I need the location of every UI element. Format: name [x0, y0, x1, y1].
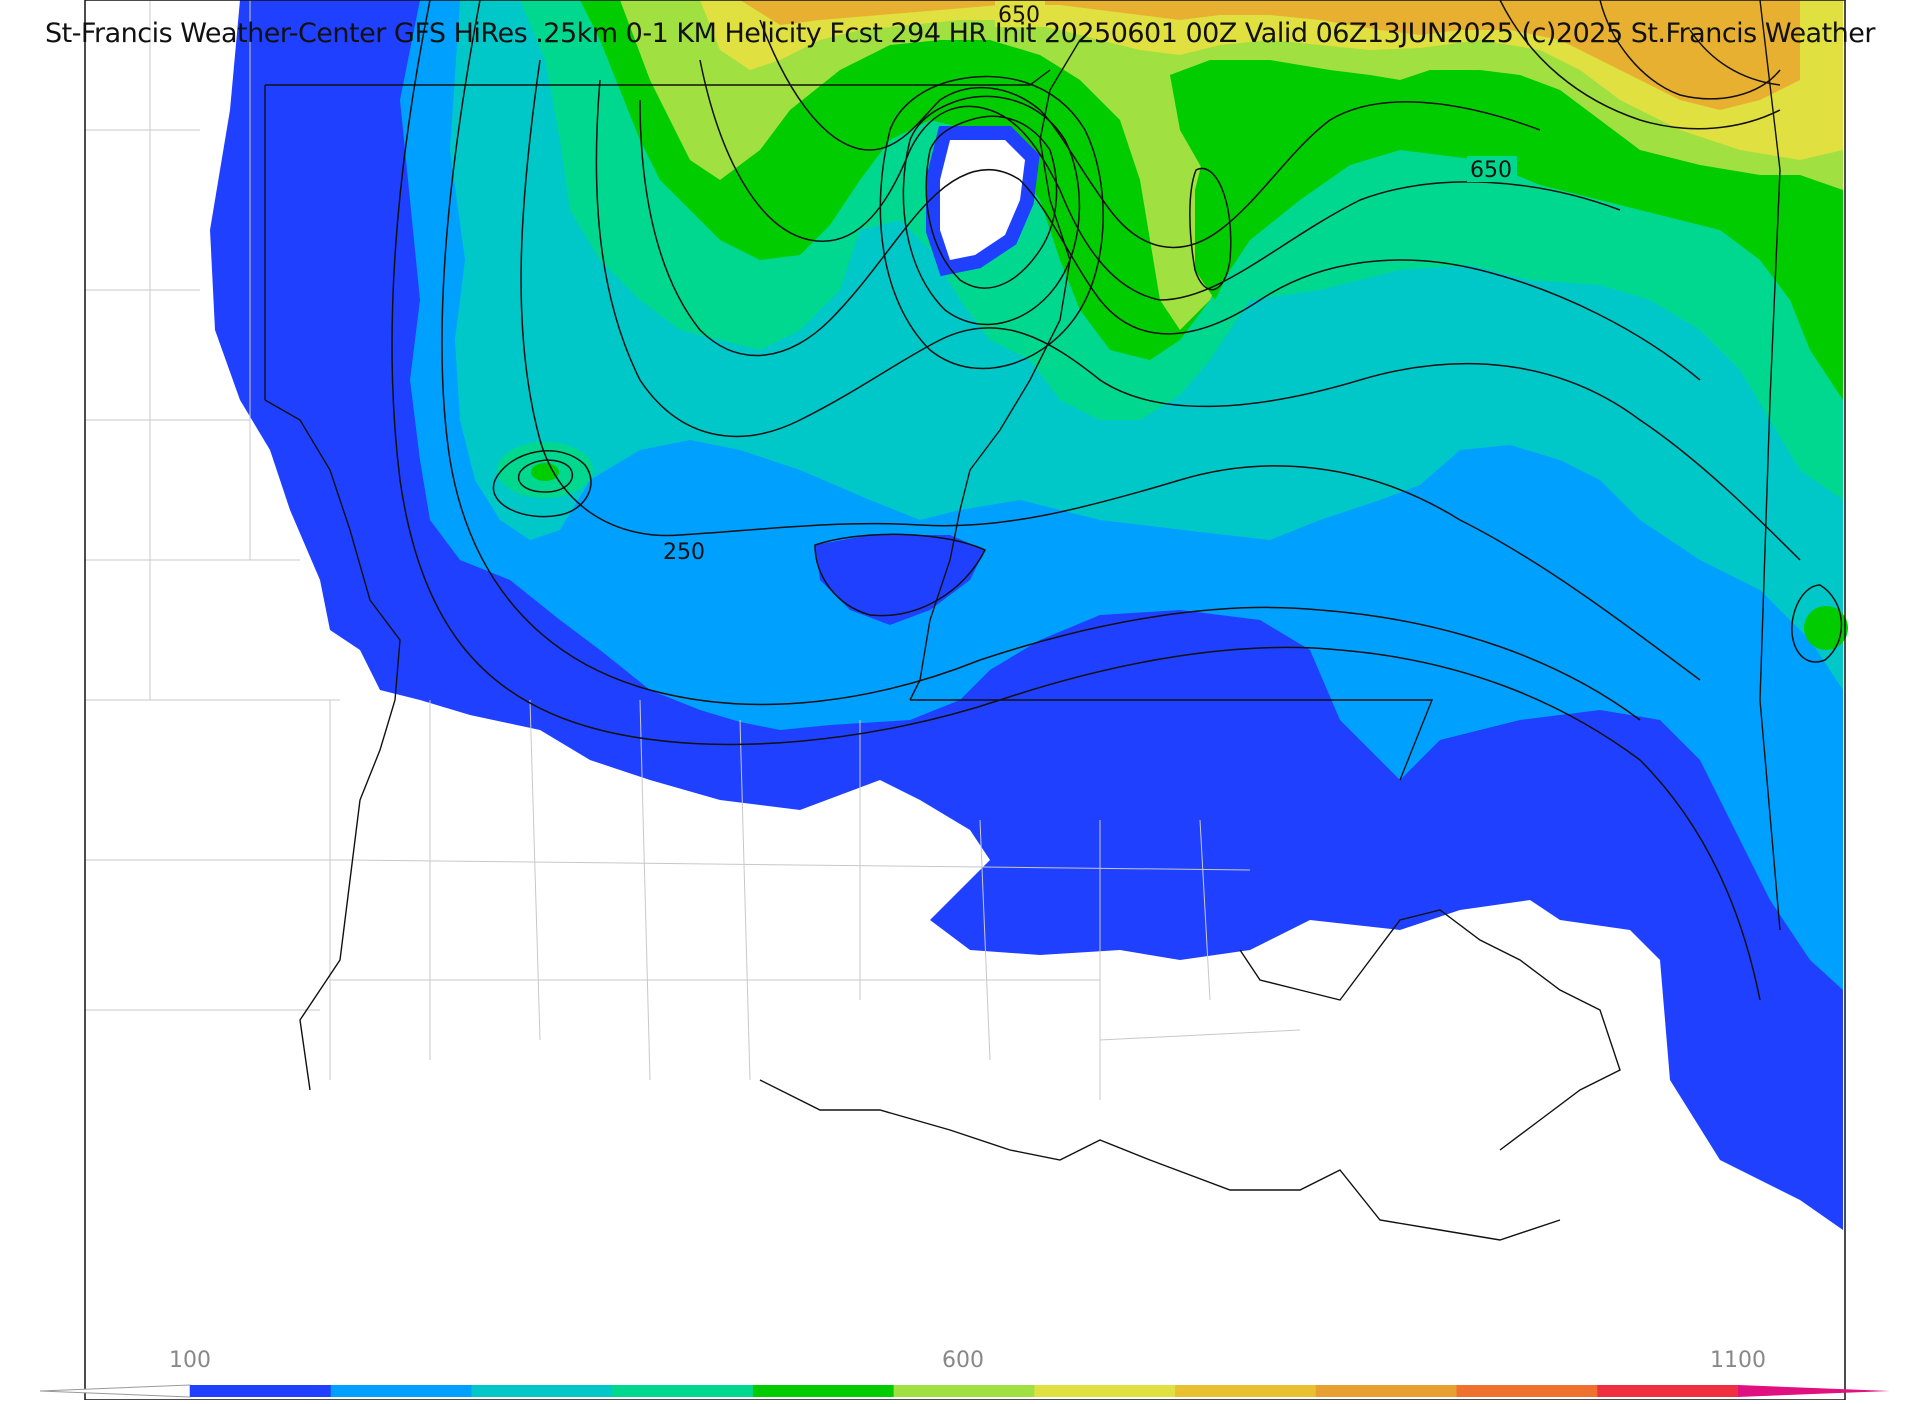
colorbar-over-arrow: [1738, 1385, 1890, 1397]
colorbar-tick-100: 100: [169, 1348, 211, 1373]
colorbar-segment: [752, 1385, 895, 1397]
helicity-contours: [391, 0, 1843, 1001]
contour-label-650-top: 650: [998, 3, 1040, 28]
colorbar-segment: [1175, 1385, 1317, 1397]
colorbar-tick-600: 600: [942, 1348, 984, 1373]
contour-label-250: 250: [663, 540, 705, 565]
colorbar-segment: [330, 1385, 472, 1397]
colorbar-segment: [893, 1385, 1035, 1397]
state-borders: [264, 0, 1781, 1241]
colorbar-tick-1100: 1100: [1710, 1348, 1766, 1373]
colorbar-segment: [1315, 1385, 1458, 1397]
contour-labels: 650 650 250: [660, 1, 1517, 565]
map-title: St-Francis Weather-Center GFS HiRes .25k…: [44, 18, 1876, 49]
helicity-fill-layer: [210, 0, 1848, 1230]
colorbar-segment: [612, 1385, 754, 1397]
county-boundaries: [85, 0, 1301, 1100]
colorbar-segment: [471, 1385, 613, 1397]
colorbar: [39, 1384, 1890, 1398]
colorbar-segment: [1456, 1385, 1598, 1397]
colorbar-segment: [1597, 1385, 1739, 1397]
colorbar-segment: [1034, 1385, 1176, 1397]
colorbar-segment: [190, 1385, 332, 1397]
contour-label-650-right: 650: [1470, 158, 1512, 183]
